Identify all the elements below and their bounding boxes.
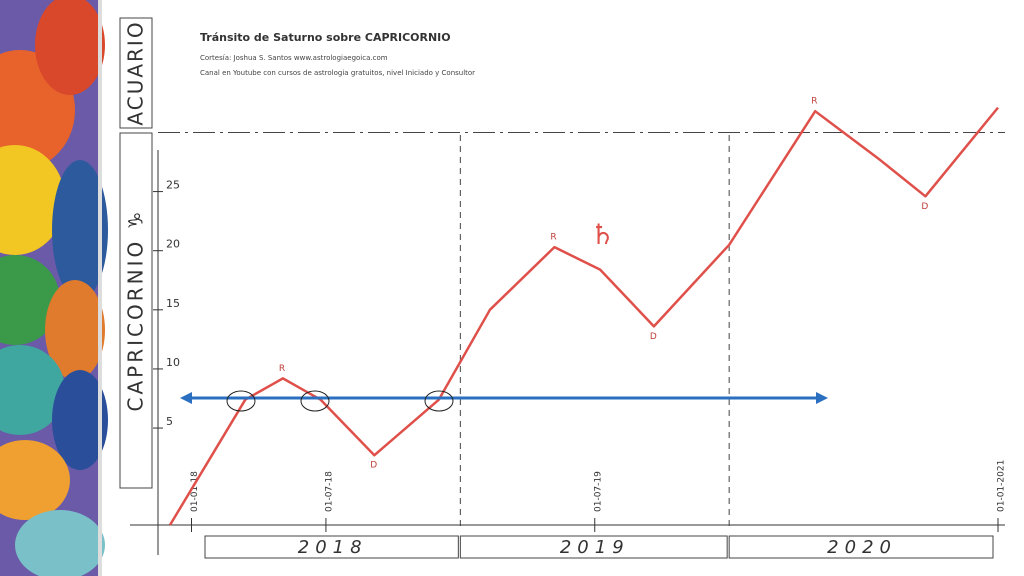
year-box (728, 535, 994, 559)
circle (424, 390, 454, 412)
sign-label: CAPRICORNIO ♑ (124, 209, 148, 412)
year-label: 2018 (298, 537, 368, 558)
station-label: D (921, 202, 928, 212)
arrow-head (180, 392, 192, 404)
station-label: D (370, 461, 377, 471)
painting (0, 0, 108, 576)
sign-box (119, 17, 153, 129)
sign-box (119, 132, 153, 489)
x-tick-label: 01-07-19 (593, 471, 603, 512)
y-tick-label: 10 (166, 356, 180, 369)
y-tick-label: 5 (166, 415, 173, 428)
plot: 5 10 15 20 25 01-01-18 01-07-18 01-07-19 01-01-2… (153, 97, 1007, 559)
station-label: R (550, 233, 556, 243)
station-label: R (811, 97, 817, 107)
year-box (204, 535, 459, 559)
year-label: 2020 (827, 537, 897, 558)
circle (226, 390, 256, 412)
transit-line (168, 106, 999, 526)
y-tick-label: 20 (166, 238, 180, 251)
subtitle: Cortesía: Joshua S. Santos www.astrologi… (200, 54, 388, 62)
y-tick-label: 25 (166, 179, 180, 192)
year-box (459, 535, 728, 559)
planet-symbol: ♄ (590, 218, 615, 251)
circle (300, 390, 330, 412)
x-tick-label: 01-07-18 (324, 471, 334, 512)
station-label: D (650, 332, 657, 342)
sign-label: ACUARIO (124, 20, 148, 125)
station-label: R (279, 364, 285, 374)
subtitle: Canal en Youtube con cursos de astrologi… (200, 69, 475, 77)
y-tick-label: 15 (166, 297, 180, 310)
arrow-head (816, 392, 828, 404)
year-label: 2019 (560, 537, 630, 558)
x-tick-label: 01-01-18 (190, 471, 200, 512)
x-tick-label: 01-01-2021 (997, 460, 1007, 512)
title: Tránsito de Saturno sobre CAPRICORNIO (200, 31, 451, 44)
